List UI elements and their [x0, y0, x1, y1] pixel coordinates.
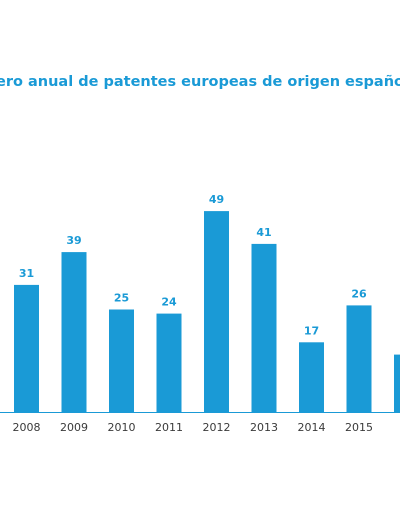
- bar-2011: [157, 314, 182, 412]
- data-label-2015: 26: [351, 287, 367, 300]
- bar-2009: [62, 252, 87, 412]
- bar-2013: [252, 244, 277, 412]
- x-tick-labels-group: 200820092010201120122013201420152: [13, 421, 400, 434]
- tick-label-2009: 2009: [60, 421, 88, 434]
- data-label-2012: 49: [209, 193, 224, 206]
- tick-label-2012: 2012: [203, 421, 231, 434]
- bar-2: [394, 355, 400, 412]
- bar-2008: [14, 285, 39, 412]
- data-label-2014: 17: [304, 324, 319, 337]
- data-label-2013: 41: [256, 226, 271, 239]
- data-label-2011: 24: [161, 296, 177, 309]
- bar-2010: [109, 310, 134, 413]
- chart-title: ero anual de patentes europeas de origen…: [0, 74, 400, 90]
- data-label-2009: 39: [66, 234, 81, 247]
- bar-2012: [204, 211, 229, 412]
- tick-label-2013: 2013: [250, 421, 278, 434]
- tick-label-2015: 2015: [345, 421, 373, 434]
- bar-2015: [347, 305, 372, 412]
- bar-2014: [299, 342, 324, 412]
- tick-label-2010: 2010: [108, 421, 136, 434]
- tick-label-2011: 2011: [155, 421, 183, 434]
- tick-label-2008: 2008: [13, 421, 41, 434]
- data-label-2008: 31: [19, 267, 34, 280]
- data-label-2010: 25: [114, 292, 129, 305]
- tick-label-2014: 2014: [298, 421, 326, 434]
